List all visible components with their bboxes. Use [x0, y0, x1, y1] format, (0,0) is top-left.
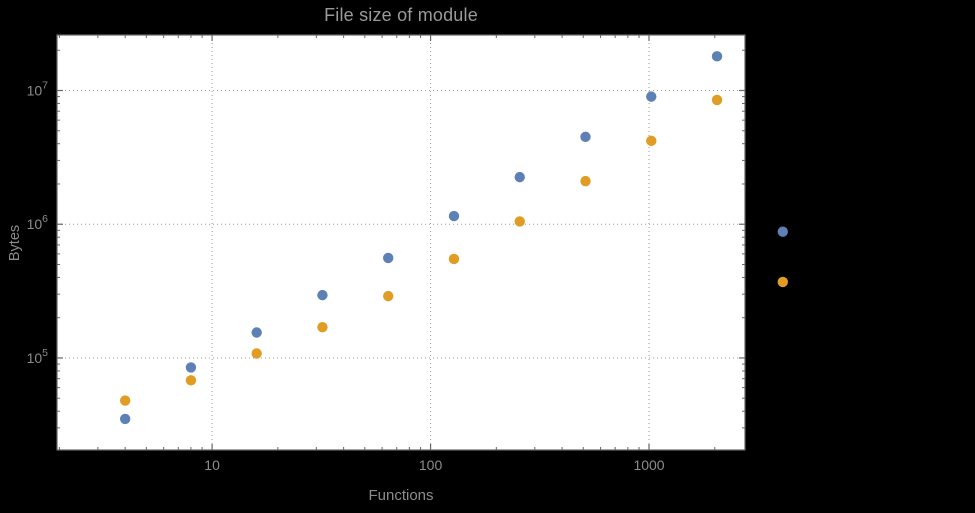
data-point-series-1 — [448, 210, 460, 222]
x-tick-label: 1000 — [633, 457, 664, 473]
data-point-series-1 — [777, 226, 788, 237]
data-point-series-1 — [251, 327, 262, 338]
chart-title: File size of module — [324, 5, 478, 25]
data-point-series-1 — [185, 362, 197, 373]
data-point-series-2 — [383, 290, 394, 302]
y-tick-label: 106 — [27, 213, 49, 232]
plot-frame — [56, 34, 746, 451]
data-point-series-2 — [646, 135, 657, 147]
y-tick-label: 105 — [27, 347, 49, 366]
x-tick-label: 10 — [204, 457, 220, 473]
data-point-series-2 — [251, 348, 262, 359]
data-point-series-1 — [646, 91, 657, 102]
data-point-series-1 — [383, 252, 394, 264]
x-axis-label: Functions — [368, 487, 434, 504]
data-point-series-2 — [448, 253, 460, 265]
data-point-series-1 — [711, 51, 723, 62]
data-point-series-2 — [119, 395, 131, 406]
data-point-series-2 — [777, 276, 788, 288]
data-point-series-2 — [580, 175, 591, 187]
data-point-series-2 — [711, 94, 723, 106]
x-tick-label: 100 — [419, 457, 443, 473]
data-point-series-1 — [514, 171, 525, 183]
data-point-series-2 — [185, 375, 197, 386]
y-tick-label: 107 — [27, 79, 49, 98]
data-point-series-1 — [119, 413, 131, 425]
data-point-series-2 — [514, 216, 525, 227]
data-point-series-1 — [580, 131, 591, 143]
data-point-series-2 — [317, 321, 328, 333]
data-point-series-1 — [317, 289, 328, 301]
plot-area — [57, 35, 745, 450]
